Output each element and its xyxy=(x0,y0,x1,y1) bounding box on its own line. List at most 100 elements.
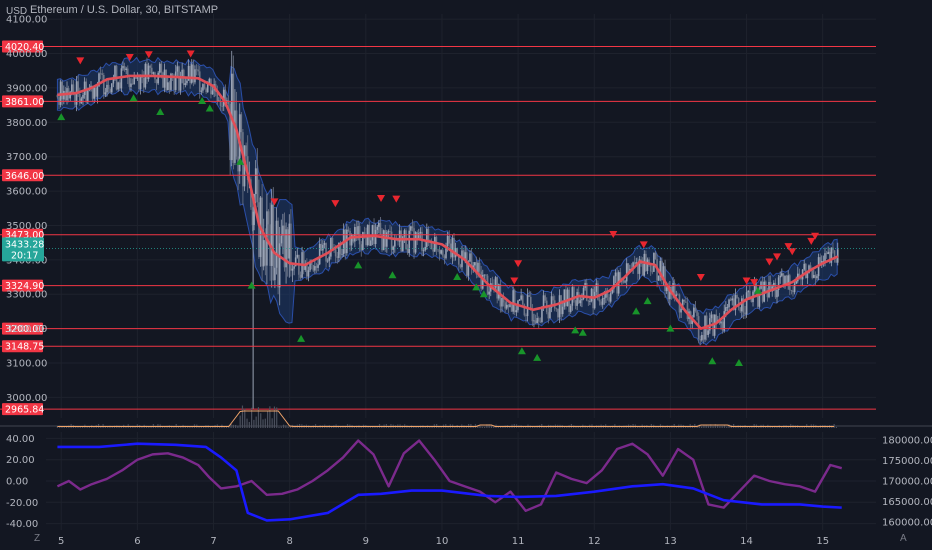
volume-bar xyxy=(415,426,417,428)
candle-body xyxy=(785,275,788,286)
volume-bar xyxy=(81,426,84,428)
candle-body xyxy=(56,94,59,98)
candle-body xyxy=(613,276,615,289)
candle-body xyxy=(798,273,801,277)
candle-body xyxy=(702,335,705,340)
candle-body xyxy=(291,268,294,271)
candle-body xyxy=(403,230,406,237)
volume-bar xyxy=(360,426,362,428)
candle-body xyxy=(174,71,177,90)
volume-bar xyxy=(438,426,440,428)
candle-body xyxy=(232,73,235,163)
candle-body xyxy=(547,312,550,319)
candle-body xyxy=(765,281,767,294)
candle-body xyxy=(286,229,289,259)
candle-body xyxy=(234,110,236,163)
candle-body xyxy=(443,255,446,259)
candle-body xyxy=(309,261,311,271)
volume-bar xyxy=(177,426,180,428)
candle-body xyxy=(155,79,158,84)
candle-body xyxy=(338,242,340,258)
volume-bar xyxy=(698,424,700,428)
horizontal-levels[interactable]: 4020.40 3861.00 3646.00 3473.00 3324.90 3200.… xyxy=(0,40,876,416)
candle-body xyxy=(264,240,267,266)
volume-bar xyxy=(472,426,474,428)
volume-bar xyxy=(525,426,527,428)
candle-body xyxy=(505,304,508,309)
sell-signal xyxy=(514,260,523,268)
candle-body xyxy=(410,226,412,231)
candle-body xyxy=(128,78,131,87)
volume-bar xyxy=(235,424,237,428)
candle-body xyxy=(715,314,718,323)
candle-body xyxy=(795,281,797,284)
candle-body xyxy=(157,72,159,84)
volume-bar xyxy=(488,424,490,428)
candle-body xyxy=(782,273,785,287)
candle-body xyxy=(653,252,655,272)
buy-signal xyxy=(297,334,306,342)
candle-body xyxy=(664,266,666,292)
volume-bar xyxy=(497,426,499,428)
zoom-reset-button[interactable]: Z xyxy=(34,533,41,544)
sell-signal xyxy=(773,253,782,261)
candle-body xyxy=(114,65,116,79)
auto-scale-button[interactable]: A xyxy=(900,533,907,544)
candle-body xyxy=(769,281,772,292)
candle-body xyxy=(381,234,383,251)
candle-body xyxy=(481,274,484,289)
volume-bar xyxy=(289,426,292,428)
candle-body xyxy=(731,298,734,301)
candle-body xyxy=(649,263,652,272)
volume-bar xyxy=(125,426,127,428)
candle-body xyxy=(597,283,599,300)
chart-title: Ethereum / U.S. Dollar, 30, BITSTAMP xyxy=(30,4,219,16)
badge-countdown: 20:17 xyxy=(11,250,38,261)
volume-bar xyxy=(203,426,205,428)
candle-body xyxy=(677,294,679,296)
candle-body xyxy=(573,287,575,301)
candle-body xyxy=(542,295,545,308)
candle-body xyxy=(195,69,198,71)
candle-body xyxy=(822,260,825,262)
volume-bar xyxy=(440,426,442,428)
volume-bar xyxy=(577,426,579,428)
candle-body xyxy=(363,232,366,235)
candle-body xyxy=(485,274,487,276)
candle-body xyxy=(198,71,201,92)
sell-signal xyxy=(331,200,340,208)
candle-body xyxy=(323,243,326,245)
candle-body xyxy=(478,262,481,272)
volume-bar xyxy=(579,426,582,428)
volume-bar xyxy=(77,426,79,428)
candle-body xyxy=(77,81,80,94)
candle-body xyxy=(725,307,727,312)
volume-bar xyxy=(707,425,710,428)
candle-body xyxy=(699,339,702,341)
level-label-bg xyxy=(2,279,43,292)
level-label: 2965.84 xyxy=(5,405,44,416)
candle-body xyxy=(322,244,324,251)
volume-bar xyxy=(726,426,728,428)
volume-bar xyxy=(189,426,191,428)
sell-signal xyxy=(696,274,705,282)
candle-body xyxy=(453,237,455,258)
candle-body xyxy=(672,282,674,295)
level-label-bg xyxy=(2,322,43,335)
moving-average-line xyxy=(57,74,839,330)
candle-body xyxy=(806,273,809,279)
candle-body xyxy=(152,72,155,74)
candle-body xyxy=(325,243,327,262)
candle-body xyxy=(74,92,76,105)
candle-body xyxy=(504,302,506,309)
candle-body xyxy=(609,293,612,302)
candle-body xyxy=(557,308,559,318)
volume-bar xyxy=(609,426,611,428)
candle-body xyxy=(577,292,580,304)
candle-body xyxy=(470,253,473,268)
volume-bar xyxy=(273,406,276,428)
candle-body xyxy=(221,106,223,107)
volume-bar xyxy=(481,426,483,428)
